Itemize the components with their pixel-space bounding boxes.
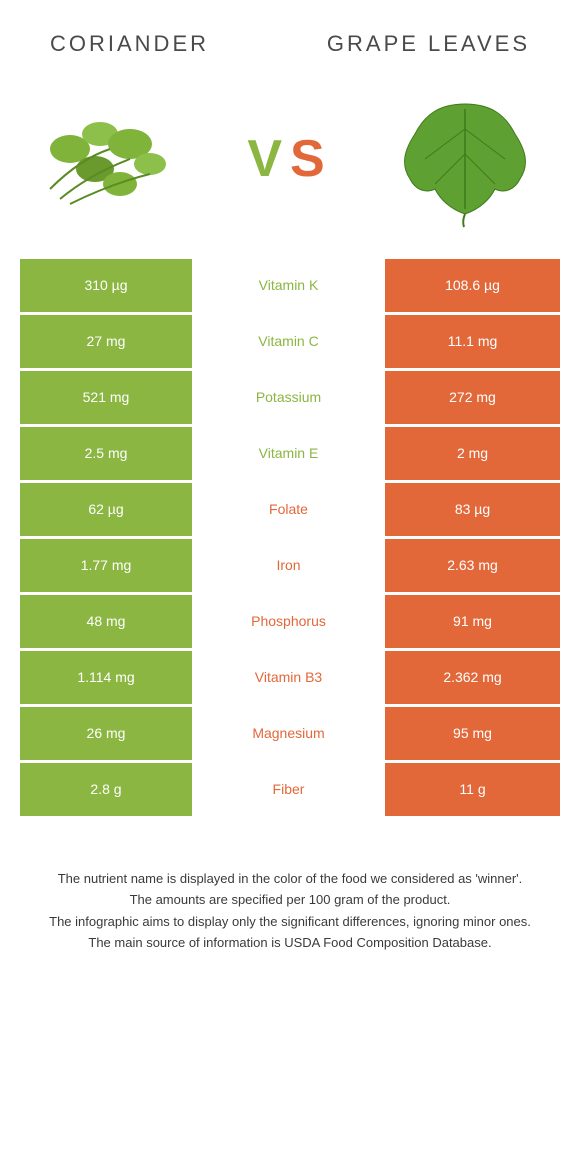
left-food-title: Coriander [40,30,290,59]
table-row: 521 mgPotassium272 mg [20,371,560,427]
nutrient-name-cell: Iron [195,539,385,595]
comparison-table: 310 µgVitamin K108.6 µg27 mgVitamin C11.… [20,259,560,819]
table-row: 1.77 mgIron2.63 mg [20,539,560,595]
nutrient-name-cell: Vitamin E [195,427,385,483]
right-food-title: Grape leaves [290,30,540,59]
table-row: 2.5 mgVitamin E2 mg [20,427,560,483]
header-row: Coriander Grape leaves [0,0,580,79]
table-row: 27 mgVitamin C11.1 mg [20,315,560,371]
nutrient-name-cell: Vitamin K [195,259,385,315]
right-value-cell: 272 mg [385,371,560,427]
footer-line: The infographic aims to display only the… [40,912,540,932]
table-row: 2.8 gFiber11 g [20,763,560,819]
vs-s-letter: S [290,129,333,189]
footer-line: The nutrient name is displayed in the co… [40,869,540,889]
left-value-cell: 1.114 mg [20,651,195,707]
right-value-cell: 2.362 mg [385,651,560,707]
nutrient-name-cell: Vitamin C [195,315,385,371]
vs-v-letter: V [247,129,290,189]
left-value-cell: 26 mg [20,707,195,763]
table-row: 1.114 mgVitamin B32.362 mg [20,651,560,707]
right-value-cell: 2 mg [385,427,560,483]
table-row: 310 µgVitamin K108.6 µg [20,259,560,315]
left-value-cell: 2.5 mg [20,427,195,483]
nutrient-name-cell: Potassium [195,371,385,427]
nutrient-name-cell: Phosphorus [195,595,385,651]
footer-line: The main source of information is USDA F… [40,933,540,953]
coriander-image [20,89,210,229]
left-value-cell: 2.8 g [20,763,195,819]
images-row: VS [0,79,580,259]
right-value-cell: 95 mg [385,707,560,763]
right-value-cell: 91 mg [385,595,560,651]
right-value-cell: 108.6 µg [385,259,560,315]
left-value-cell: 521 mg [20,371,195,427]
left-value-cell: 62 µg [20,483,195,539]
table-row: 62 µgFolate83 µg [20,483,560,539]
nutrient-name-cell: Vitamin B3 [195,651,385,707]
right-value-cell: 83 µg [385,483,560,539]
footer-notes: The nutrient name is displayed in the co… [0,819,580,975]
left-value-cell: 27 mg [20,315,195,371]
left-value-cell: 310 µg [20,259,195,315]
table-row: 48 mgPhosphorus91 mg [20,595,560,651]
nutrient-name-cell: Magnesium [195,707,385,763]
nutrient-name-cell: Fiber [195,763,385,819]
vs-label: VS [247,129,332,189]
left-value-cell: 1.77 mg [20,539,195,595]
grape-leaf-image [370,89,560,229]
right-value-cell: 2.63 mg [385,539,560,595]
table-row: 26 mgMagnesium95 mg [20,707,560,763]
left-value-cell: 48 mg [20,595,195,651]
right-value-cell: 11 g [385,763,560,819]
nutrient-name-cell: Folate [195,483,385,539]
infographic-container: Coriander Grape leaves VS [0,0,580,975]
right-value-cell: 11.1 mg [385,315,560,371]
footer-line: The amounts are specified per 100 gram o… [40,890,540,910]
